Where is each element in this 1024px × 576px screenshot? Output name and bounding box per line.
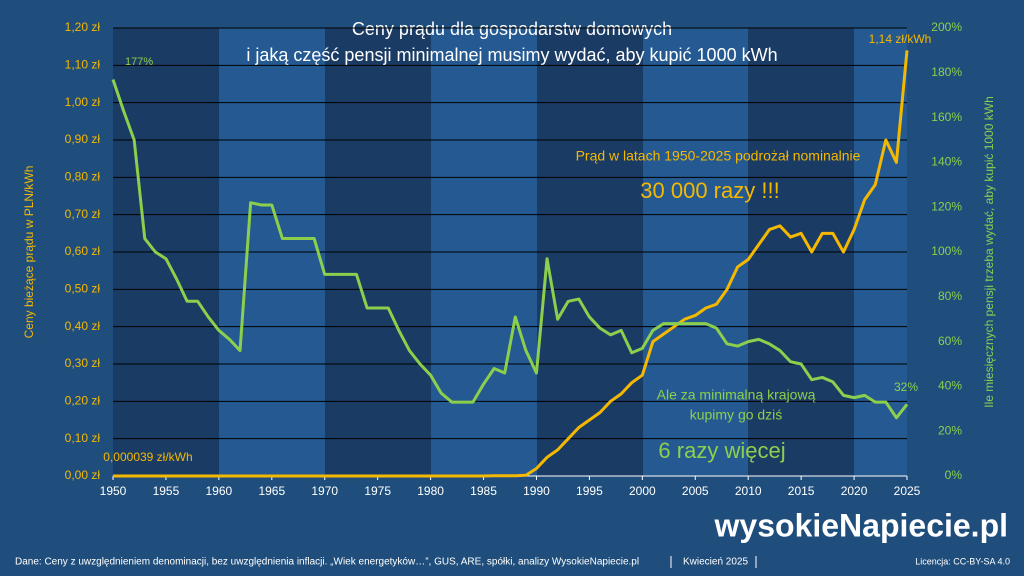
y-tick-label: 1,00 zł bbox=[65, 95, 101, 109]
series-line bbox=[111, 79, 909, 420]
x-tick-label: 1975 bbox=[364, 484, 391, 498]
y2-tick-label: 100% bbox=[931, 244, 962, 258]
y-tick-label: 0,80 zł bbox=[65, 170, 101, 184]
y2-tick-label: 40% bbox=[938, 379, 962, 393]
annotation: kupimy go dziś bbox=[690, 407, 783, 423]
series-line bbox=[112, 50, 909, 478]
chart-title: Ceny prądu dla gospodarstw domowych bbox=[352, 19, 672, 39]
footer-license: Licencja: CC-BY-SA 4.0 bbox=[915, 556, 1010, 566]
x-tick-label: 2020 bbox=[841, 484, 868, 498]
annotation: Prąd w latach 1950-2025 podrożał nominal… bbox=[576, 148, 861, 164]
y2-tick-label: 120% bbox=[931, 199, 962, 213]
y-tick-label: 0,50 zł bbox=[65, 282, 101, 296]
y2-axis-label: Ile miesięcznych pensji trzeba wydać, ab… bbox=[982, 96, 996, 407]
y-tick-label: 0,60 zł bbox=[65, 244, 101, 258]
x-tick-label: 1950 bbox=[100, 484, 127, 498]
y2-tick-label: 180% bbox=[931, 65, 962, 79]
x-tick-label: 2015 bbox=[788, 484, 815, 498]
y2-tick-label: 0% bbox=[945, 468, 963, 482]
annotation: 0,000039 zł/kWh bbox=[103, 450, 192, 464]
x-tick-label: 2010 bbox=[735, 484, 762, 498]
x-tick-label: 1965 bbox=[258, 484, 285, 498]
y2-tick-label: 80% bbox=[938, 289, 962, 303]
y2-tick-label: 20% bbox=[938, 423, 962, 437]
y-tick-label: 0,20 zł bbox=[65, 394, 101, 408]
annotation: Ale za minimalną krajową bbox=[657, 387, 816, 403]
chart-title: i jaką część pensji minimalnej musimy wy… bbox=[246, 45, 777, 65]
y2-tick-label: 200% bbox=[931, 20, 962, 34]
x-tick-label: 1960 bbox=[206, 484, 233, 498]
annotation: 30 000 razy !!! bbox=[640, 178, 779, 203]
y-tick-label: 0,90 zł bbox=[65, 132, 101, 146]
annotation: 1,14 zł/kWh bbox=[869, 32, 932, 46]
y-tick-label: 0,40 zł bbox=[65, 319, 101, 333]
y2-tick-label: 140% bbox=[931, 155, 962, 169]
annotation: 177% bbox=[125, 56, 153, 68]
footer-source: Dane: Ceny z uwzględnieniem denominacji,… bbox=[15, 557, 639, 568]
annotation: 6 razy więcej bbox=[658, 438, 785, 463]
x-tick-label: 1990 bbox=[523, 484, 550, 498]
x-tick-label: 1970 bbox=[311, 484, 338, 498]
x-tick-label: 1985 bbox=[470, 484, 497, 498]
x-tick-label: 1980 bbox=[417, 484, 444, 498]
footer-date: Kwiecień 2025 bbox=[683, 557, 748, 568]
y-tick-label: 0,70 zł bbox=[65, 207, 101, 221]
y-tick-label: 0,00 zł bbox=[65, 468, 101, 482]
y-tick-label: 1,20 zł bbox=[65, 20, 101, 34]
y-tick-label: 0,30 zł bbox=[65, 356, 101, 370]
x-tick-label: 2025 bbox=[894, 484, 921, 498]
x-tick-label: 2000 bbox=[629, 484, 656, 498]
x-tick-label: 2005 bbox=[682, 484, 709, 498]
y-axis-label: Ceny bieżące prądu w PLN/kWh bbox=[22, 166, 36, 339]
x-tick-label: 1995 bbox=[576, 484, 603, 498]
annotation: 32% bbox=[894, 380, 918, 394]
y2-tick-label: 160% bbox=[931, 110, 962, 124]
y2-tick-label: 60% bbox=[938, 334, 962, 348]
y-tick-label: 0,10 zł bbox=[65, 431, 101, 445]
y-tick-label: 1,10 zł bbox=[65, 58, 101, 72]
x-tick-label: 1955 bbox=[153, 484, 180, 498]
logo: wysokieNapiecie.pl bbox=[714, 507, 1008, 543]
